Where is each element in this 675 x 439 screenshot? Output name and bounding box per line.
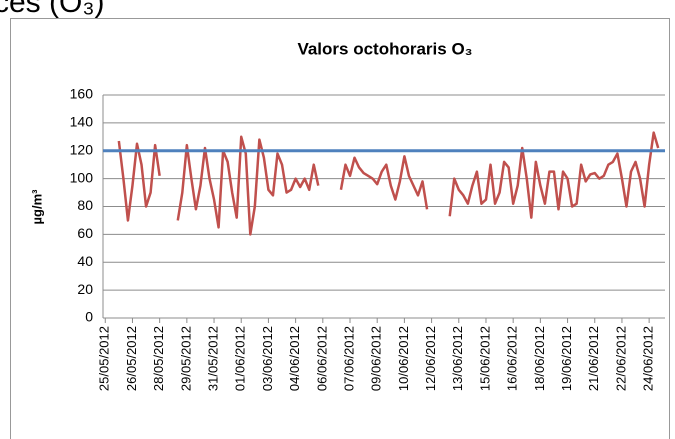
x-tick-label: 15/06/2012 [477,326,492,391]
chart-title: Valors octohoraris O₃ [297,39,472,58]
x-tick-label: 16/06/2012 [505,326,520,391]
x-tick-label: 25/05/2012 [97,326,112,391]
y-tick-label: 40 [77,253,93,269]
y-axis-label: µg/m³ [29,189,44,225]
x-tick-label: 04/06/2012 [287,326,302,391]
x-tick-label: 07/06/2012 [341,326,356,391]
y-tick-label: 80 [77,197,93,213]
x-tick-label: 24/06/2012 [641,326,656,391]
x-tick-label: 13/06/2012 [450,326,465,391]
x-tick-label: 26/05/2012 [124,326,139,391]
x-tick-label: 03/06/2012 [260,326,275,391]
page-heading: ces (O₃) [0,0,105,19]
x-tick-label: 28/05/2012 [151,326,166,391]
x-tick-label: 09/06/2012 [369,326,384,391]
x-tick-label: 12/06/2012 [423,326,438,391]
x-tick-label: 22/06/2012 [613,326,628,391]
y-tick-label: 160 [70,86,94,102]
y-tick-label: 140 [70,114,94,130]
y-tick-label: 0 [85,309,93,325]
y-tick-label: 60 [77,225,93,241]
y-tick-label: 100 [70,169,94,185]
x-tick-label: 06/06/2012 [314,326,329,391]
x-tick-label: 01/06/2012 [233,326,248,391]
x-tick-label: 21/06/2012 [586,326,601,391]
chart-frame [10,18,670,439]
x-tick-label: 10/06/2012 [396,326,411,391]
x-tick-label: 18/06/2012 [532,326,547,391]
data-line [117,131,660,236]
x-tick-label: 29/05/2012 [178,326,193,391]
x-tick-label: 31/05/2012 [205,326,220,391]
x-tick-label: 19/06/2012 [559,326,574,391]
y-tick-label: 20 [77,281,93,297]
y-tick-label: 120 [70,141,94,157]
